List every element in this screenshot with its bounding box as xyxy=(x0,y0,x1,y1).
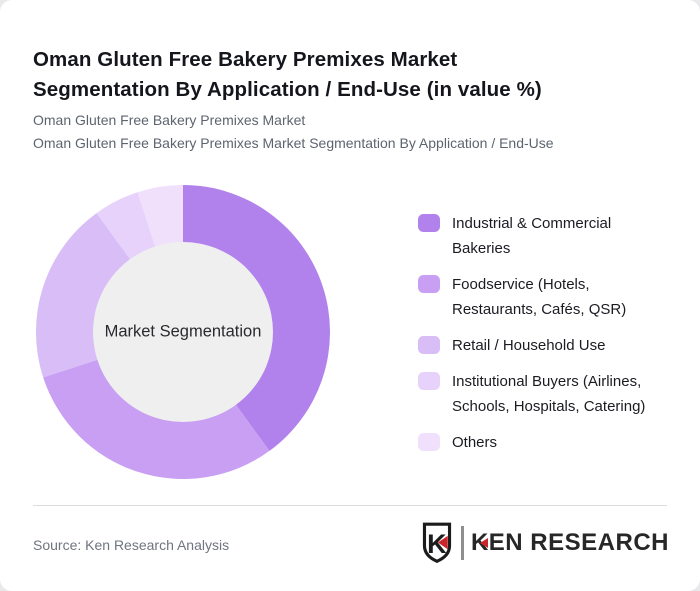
chart-legend: Industrial & Commercial Bakeries Foodser… xyxy=(418,211,656,455)
page-title-line-1: Oman Gluten Free Bakery Premixes Market xyxy=(33,47,458,71)
donut-center-label: Market Segmentation xyxy=(104,322,262,341)
legend-label: Foodservice (Hotels, Restaurants, Cafés,… xyxy=(452,276,627,318)
ken-research-logo: K KEN RESEARCH xyxy=(420,521,669,565)
logo-divider-bar xyxy=(461,526,464,560)
legend-label: Institutional Buyers (Airlines, Schools,… xyxy=(452,373,646,415)
logo-wordmark: KEN RESEARCH xyxy=(470,529,669,556)
legend-swatch-industrial-commercial-bakeries xyxy=(418,214,440,232)
legend-item-retail-household[interactable]: Retail / Household Use xyxy=(418,333,656,358)
legend-item-institutional-buyers[interactable]: Institutional Buyers (Airlines, Schools,… xyxy=(418,369,656,419)
ken-research-shield-icon: K xyxy=(423,522,452,564)
svg-text:K: K xyxy=(428,529,448,559)
legend-swatch-institutional-buyers xyxy=(418,372,440,390)
page-subtitle-line-2: Oman Gluten Free Bakery Premixes Market … xyxy=(33,134,554,151)
donut-chart: Market Segmentation xyxy=(36,185,330,479)
legend-item-foodservice[interactable]: Foodservice (Hotels, Restaurants, Cafés,… xyxy=(418,272,656,322)
legend-item-others[interactable]: Others xyxy=(418,430,656,455)
legend-swatch-retail-household xyxy=(418,336,440,354)
legend-label: Retail / Household Use xyxy=(452,337,606,354)
page-title: Oman Gluten Free Bakery Premixes Market … xyxy=(33,45,683,105)
legend-swatch-foodservice xyxy=(418,275,440,293)
legend-label: Others xyxy=(452,434,498,451)
page-subtitle-line-1: Oman Gluten Free Bakery Premixes Market xyxy=(33,112,306,128)
donut-chart-svg xyxy=(36,185,330,479)
donut-inner-circle xyxy=(93,242,273,422)
page-title-line-2: Segmentation By Application / End-Use (i… xyxy=(33,77,542,101)
legend-item-industrial-commercial-bakeries[interactable]: Industrial & Commercial Bakeries xyxy=(418,211,656,261)
page-subtitle: Oman Gluten Free Bakery Premixes Market … xyxy=(33,109,683,154)
source-text: Source: Ken Research Analysis xyxy=(33,537,230,553)
legend-label: Industrial & Commercial Bakeries xyxy=(452,215,612,257)
footer-divider xyxy=(33,505,667,506)
logo-red-triangle-icon xyxy=(479,538,488,548)
legend-swatch-others xyxy=(418,433,440,451)
